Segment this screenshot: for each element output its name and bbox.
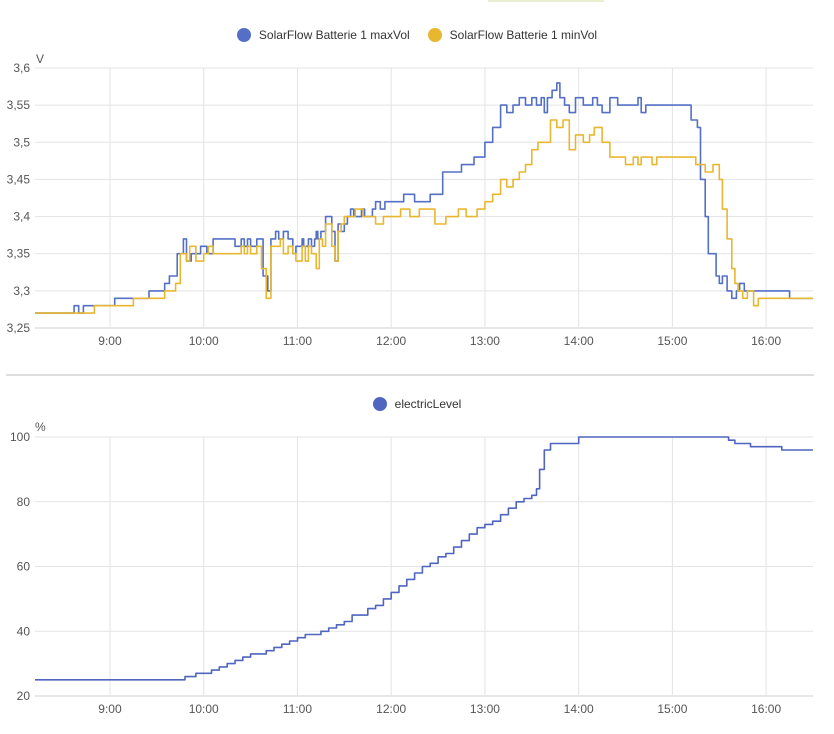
y-tick-label: 3,6 bbox=[13, 61, 30, 75]
x-tick-label: 14:00 bbox=[564, 702, 594, 716]
voltage-legend: SolarFlow Batterie 1 maxVol SolarFlow Ba… bbox=[0, 28, 834, 42]
panel-divider bbox=[6, 374, 814, 376]
x-tick-label: 16:00 bbox=[751, 702, 781, 716]
legend-label-minvol: SolarFlow Batterie 1 minVol bbox=[449, 28, 598, 42]
legend-marker-maxvol bbox=[236, 28, 251, 42]
y-tick-label: 3,25 bbox=[7, 321, 31, 335]
y-tick-label: 3,5 bbox=[13, 135, 30, 149]
x-tick-label: 15:00 bbox=[657, 702, 687, 716]
x-tick-label: 12:00 bbox=[376, 334, 406, 348]
legend-item-minvol[interactable]: SolarFlow Batterie 1 minVol bbox=[427, 28, 598, 42]
y-tick-label: 3,4 bbox=[13, 210, 30, 224]
x-tick-label: 13:00 bbox=[470, 702, 500, 716]
series-line-solarflow-batterie-1-maxvol[interactable] bbox=[35, 82, 813, 314]
legend-label-electriclevel: electricLevel bbox=[394, 397, 462, 411]
x-tick-label: 9:00 bbox=[98, 334, 122, 348]
legend-item-electriclevel[interactable]: electricLevel bbox=[372, 397, 462, 411]
voltage-chart-panel: SolarFlow Batterie 1 maxVol SolarFlow Ba… bbox=[0, 0, 834, 372]
x-tick-label: 10:00 bbox=[189, 702, 219, 716]
x-tick-label: 11:00 bbox=[283, 334, 312, 348]
y-unit-label: V bbox=[36, 52, 44, 66]
electric-level-chart-plot[interactable]: 20 40 60 80 100 9:00 10:00 11:00 12:00 13:00 14:00… bbox=[0, 378, 834, 729]
y-unit-label: % bbox=[35, 420, 46, 434]
x-tick-label: 16:00 bbox=[751, 334, 781, 348]
y-tick-label: 3,45 bbox=[7, 172, 31, 186]
x-tick-label: 15:00 bbox=[657, 334, 687, 348]
y-tick-label: 100 bbox=[10, 430, 30, 444]
y-tick-label: 40 bbox=[17, 624, 31, 638]
legend-item-maxvol[interactable]: SolarFlow Batterie 1 maxVol bbox=[236, 28, 410, 42]
x-tick-label: 13:00 bbox=[470, 334, 500, 348]
x-tick-label: 11:00 bbox=[283, 702, 312, 716]
electric-level-legend: electricLevel bbox=[0, 397, 834, 411]
legend-marker-electriclevel bbox=[372, 397, 387, 411]
series-line-electriclevel[interactable] bbox=[35, 436, 813, 681]
top-edge-strip bbox=[488, 0, 604, 2]
y-tick-label: 3,55 bbox=[7, 98, 31, 112]
x-tick-label: 12:00 bbox=[376, 702, 406, 716]
y-tick-label: 60 bbox=[17, 560, 31, 574]
legend-label-maxvol: SolarFlow Batterie 1 maxVol bbox=[258, 28, 410, 42]
x-tick-label: 9:00 bbox=[98, 702, 122, 716]
legend-marker-minvol bbox=[427, 28, 442, 42]
x-tick-label: 14:00 bbox=[564, 334, 594, 348]
y-tick-label: 3,35 bbox=[7, 247, 31, 261]
voltage-chart-plot[interactable]: 3,25 3,3 3,35 3,4 3,45 3,5 3,55 3,6 9:00 10:00 11:… bbox=[0, 0, 834, 372]
electric-level-chart-panel: electricLevel 20 40 60 80 100 9:00 10:00 11:00 1… bbox=[0, 378, 834, 729]
x-tick-label: 10:00 bbox=[189, 334, 219, 348]
y-tick-label: 20 bbox=[17, 689, 31, 703]
y-tick-label: 3,3 bbox=[13, 284, 30, 298]
series-line-solarflow-batterie-1-minvol[interactable] bbox=[35, 119, 813, 314]
y-tick-label: 80 bbox=[17, 495, 31, 509]
